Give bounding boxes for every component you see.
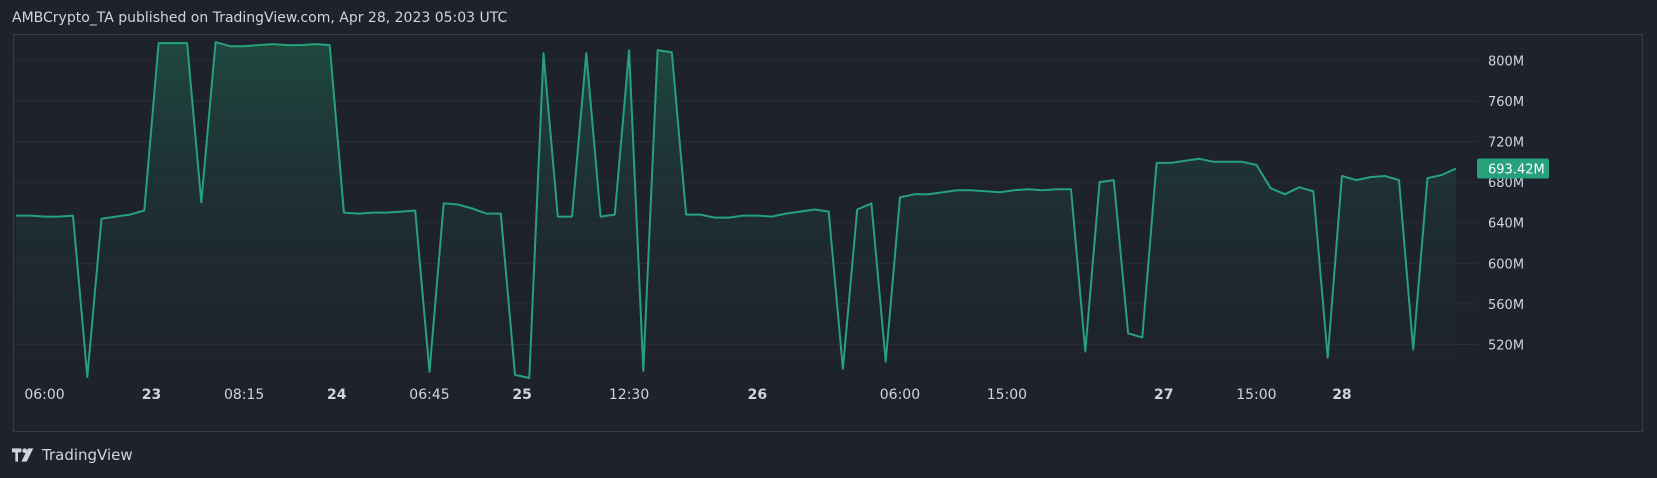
y-tick-label: 800M — [1488, 54, 1524, 69]
x-axis: 06:00 23 08:15 24 06:45 25 12:30 26 06:00 15:00 27… — [24, 387, 1351, 403]
last-value-label: 693.42M — [1488, 163, 1545, 178]
area-fill — [16, 42, 1456, 380]
y-tick-label: 760M — [1488, 95, 1524, 110]
brand-label: TradingView — [42, 446, 133, 464]
x-tick-label: 15:00 — [987, 387, 1027, 403]
x-tick-label: 15:00 — [1236, 387, 1276, 403]
series-line — [16, 41, 1457, 379]
x-tick-label: 08:15 — [224, 387, 264, 403]
y-tick-label: 680M — [1488, 176, 1524, 191]
tradingview-logo-icon — [12, 448, 34, 462]
y-tick-label: 560M — [1488, 298, 1524, 313]
last-value-badge: 693.42M — [1477, 158, 1549, 179]
y-tick-label: 600M — [1488, 257, 1524, 272]
x-tick-label: 23 — [142, 387, 161, 403]
y-tick-label: 520M — [1488, 338, 1524, 353]
x-tick-label: 06:00 — [880, 387, 920, 403]
x-tick-label: 24 — [327, 387, 347, 403]
x-tick-label: 28 — [1332, 387, 1351, 403]
x-tick-label: 25 — [512, 387, 531, 403]
x-tick-label: 27 — [1154, 387, 1173, 403]
x-tick-label: 06:45 — [409, 387, 449, 403]
y-tick-label: 640M — [1488, 217, 1524, 232]
chart-frame[interactable] — [13, 34, 1643, 432]
publish-info: AMBCrypto_TA published on TradingView.co… — [12, 10, 508, 26]
x-tick-label: 06:00 — [24, 387, 64, 403]
last-value-badge-bg — [1477, 158, 1549, 179]
x-tick-label: 26 — [748, 387, 767, 403]
x-tick-label: 12:30 — [609, 387, 649, 403]
tradingview-brand[interactable]: TradingView — [12, 446, 133, 464]
y-axis: 800M 760M 720M 680M 640M 600M 560M 520M — [1488, 54, 1524, 353]
y-tick-label: 720M — [1488, 136, 1524, 151]
